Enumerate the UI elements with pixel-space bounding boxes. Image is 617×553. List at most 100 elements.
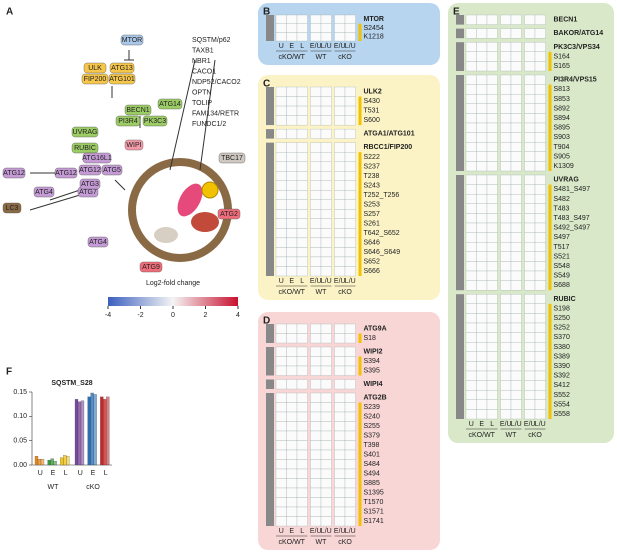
heatmap-cell bbox=[465, 409, 477, 420]
heatmap-cell bbox=[510, 132, 522, 143]
heatmap-cell bbox=[286, 468, 298, 479]
site-label: S237 bbox=[364, 163, 380, 170]
bar bbox=[106, 396, 110, 466]
heatmap-cell bbox=[275, 256, 287, 267]
heatmap-cell bbox=[310, 96, 322, 107]
column-group-label: WT bbox=[316, 54, 328, 61]
heatmap-cell bbox=[286, 421, 298, 432]
heatmap-cell bbox=[500, 74, 512, 85]
heatmap-cell bbox=[334, 365, 346, 376]
heatmap-cell bbox=[465, 213, 477, 224]
heatmap-cell bbox=[296, 266, 308, 277]
heatmap-cell bbox=[500, 174, 512, 185]
heatmap-cell bbox=[275, 478, 287, 489]
protein-label: ATG9A bbox=[364, 326, 387, 333]
group-label: WT bbox=[48, 484, 60, 491]
heatmap-cell bbox=[296, 237, 308, 248]
heatmap-cell bbox=[334, 430, 346, 441]
heatmap-cell bbox=[486, 399, 498, 410]
heatmap-cell bbox=[286, 506, 298, 517]
pathway-node bbox=[101, 164, 123, 176]
panel-label: E bbox=[453, 7, 460, 18]
heatmap-cell bbox=[344, 209, 356, 219]
site-label: S892 bbox=[554, 105, 570, 112]
heatmap-cell bbox=[534, 380, 546, 391]
site-bar bbox=[548, 84, 552, 171]
heatmap-cell bbox=[310, 459, 322, 470]
site-label: S370 bbox=[554, 334, 570, 341]
heatmap-cell bbox=[275, 497, 287, 508]
heatmap-cell bbox=[500, 242, 512, 252]
heatmap-cell bbox=[286, 487, 298, 498]
heatmap-cell bbox=[310, 199, 322, 210]
column-label: U bbox=[469, 421, 474, 428]
receptor-label: NBR1 bbox=[192, 58, 211, 65]
heatmap-cell bbox=[344, 256, 356, 267]
receptor-label: FUNDC1/2 bbox=[192, 121, 226, 128]
heatmap-cell bbox=[465, 94, 477, 104]
heatmap-cell bbox=[476, 409, 488, 420]
site-label: S2454 bbox=[364, 25, 384, 32]
bar bbox=[37, 459, 42, 466]
heatmap-cell bbox=[286, 228, 298, 239]
heatmap-cell bbox=[344, 190, 356, 200]
heatmap-cell bbox=[310, 180, 322, 191]
heatmap-cell bbox=[334, 86, 346, 97]
heatmap-cell bbox=[275, 142, 287, 153]
heatmap-cell bbox=[465, 184, 477, 195]
site-label: S1571 bbox=[364, 509, 384, 516]
heatmap-cell bbox=[320, 323, 332, 334]
pathway-node-label: ATG2 bbox=[220, 211, 238, 218]
heatmap-cell bbox=[500, 342, 512, 352]
pathway-node bbox=[87, 236, 109, 248]
site-label: S250 bbox=[554, 315, 570, 322]
heatmap-cell bbox=[465, 380, 477, 391]
column-group-label: WT bbox=[316, 539, 328, 546]
x-tick-label: E bbox=[91, 470, 96, 477]
bar bbox=[50, 458, 54, 466]
heatmap-cell bbox=[296, 152, 308, 162]
heatmap-cell bbox=[334, 449, 346, 460]
heatmap-cell bbox=[286, 180, 298, 191]
heatmap-cell bbox=[476, 142, 488, 152]
pathway-node-label: FIP200 bbox=[84, 76, 107, 83]
heatmap-cell bbox=[486, 370, 498, 381]
pathway-node bbox=[54, 167, 78, 179]
heatmap-cell bbox=[286, 152, 298, 162]
heatmap-cell bbox=[524, 74, 536, 85]
receptor-label: TAXB1 bbox=[192, 47, 214, 54]
heatmap-cell bbox=[500, 61, 512, 72]
heatmap-cell bbox=[334, 142, 346, 153]
heatmap-cell bbox=[534, 351, 546, 362]
column-label: E/U bbox=[334, 43, 346, 50]
heatmap-cell bbox=[296, 478, 308, 489]
heatmap-cell bbox=[334, 468, 346, 479]
heatmap-cell bbox=[510, 14, 522, 25]
heatmap-cell bbox=[334, 323, 346, 334]
site-label: S903 bbox=[554, 134, 570, 141]
heatmap-cell bbox=[275, 449, 287, 460]
row-annotation bbox=[266, 87, 274, 126]
heatmap-cell bbox=[476, 184, 488, 195]
heatmap-cell bbox=[486, 151, 498, 162]
heatmap-cell bbox=[320, 478, 332, 489]
heatmap-cell bbox=[344, 468, 356, 479]
heatmap-cell bbox=[275, 323, 287, 334]
heatmap-cell bbox=[310, 115, 322, 126]
site-label: T642_S652 bbox=[364, 230, 400, 237]
heatmap-cell bbox=[275, 152, 287, 162]
heatmap-cell bbox=[275, 468, 287, 479]
heatmap-cell bbox=[286, 218, 298, 229]
site-label: S240 bbox=[364, 414, 380, 421]
heatmap-cell bbox=[296, 506, 308, 517]
heatmap-cell bbox=[486, 213, 498, 224]
heatmap-cell bbox=[296, 487, 308, 498]
heatmap-cell bbox=[296, 86, 308, 97]
heatmap-cell bbox=[486, 161, 498, 172]
heatmap-cell bbox=[486, 132, 498, 143]
bar bbox=[60, 457, 64, 466]
heatmap-cell bbox=[296, 379, 308, 390]
heatmap-cell bbox=[524, 161, 536, 172]
heatmap-cell bbox=[534, 294, 546, 304]
column-group-label: cKO bbox=[528, 432, 542, 439]
